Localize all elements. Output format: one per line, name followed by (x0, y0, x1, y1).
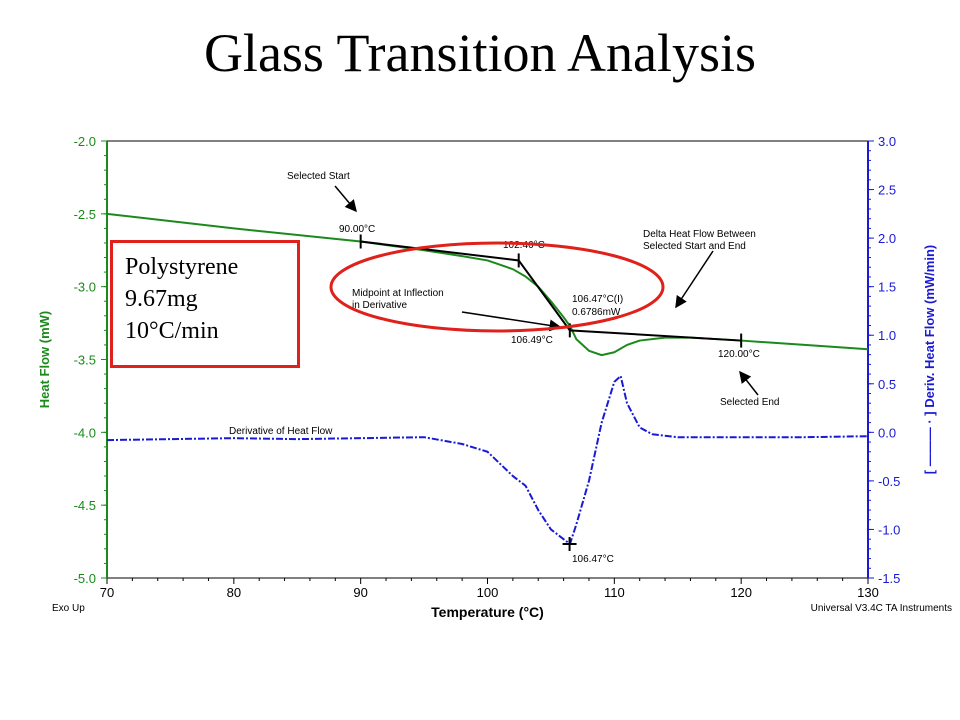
y-left-tick-label: -2.5 (74, 207, 96, 222)
midpoint-label-line1: Midpoint at Inflection (352, 288, 444, 299)
inflection-temp-label: 106.47°C(I) (572, 294, 623, 305)
y-left-tick-label: -4.5 (74, 498, 96, 513)
sample-mass: 9.67mg (125, 286, 198, 312)
midpoint-label-line2: in Derivative (352, 300, 407, 311)
x-tick-label: 70 (100, 585, 114, 600)
y-right-axis-label: [ ——— · ] Deriv. Heat Flow (mW/min) (922, 245, 937, 474)
footer-instrument: Universal V3.4C TA Instruments (811, 603, 952, 614)
highlight-ellipse (329, 241, 665, 333)
tangent-construction-line (360, 240, 742, 342)
sample-name: Polystyrene (125, 254, 239, 280)
midpoint-arrow (461, 311, 562, 332)
delta-label-line1: Delta Heat Flow Between (643, 229, 756, 240)
delta-arrow (675, 250, 714, 309)
x-tick-label: 110 (604, 585, 625, 600)
derivative-line (106, 375, 869, 546)
x-tick-label: 80 (227, 585, 241, 600)
derivative-series-label: Derivative of Heat Flow (229, 426, 333, 437)
y-left-tick-label: -3.5 (74, 353, 96, 368)
y-left-axis-label: Heat Flow (mW) (37, 311, 52, 409)
mid-temp-label: 102.46°C (503, 240, 545, 251)
slide-title: Glass Transition Analysis (203, 23, 757, 83)
x-axis-label: Temperature (°C) (431, 604, 544, 620)
inflection-derivative-label: 106.49°C (511, 335, 553, 346)
selected-end-label: Selected End (720, 397, 780, 408)
y-right-tick-label: -1.5 (878, 571, 900, 586)
y-right-tick-label: 0.0 (878, 425, 896, 440)
selected-start-label: Selected Start (287, 171, 350, 182)
x-tick-label: 120 (730, 585, 752, 600)
selected-start-arrow (334, 185, 357, 213)
y-right-tick-label: -1.0 (878, 522, 900, 537)
sample-info-box: Polystyrene 9.67mg 10°C/min (110, 240, 300, 368)
y-right-tick-label: 1.5 (878, 280, 896, 295)
x-tick-label: 130 (857, 585, 879, 600)
y-left-tick-label: -4.0 (74, 425, 96, 440)
x-tick-label: 90 (353, 585, 367, 600)
y-left-tick-label: -3.0 (74, 280, 96, 295)
y-right-tick-label: 1.0 (878, 328, 896, 343)
end-temp-label: 120.00°C (718, 349, 760, 360)
inflection-heatflow-label: 0.6786mW (572, 307, 621, 318)
start-temp-label: 90.00°C (339, 224, 375, 235)
y-right-tick-label: 2.5 (878, 183, 896, 198)
y-right-tick-label: 3.0 (878, 134, 896, 149)
heating-rate: 10°C/min (125, 318, 219, 344)
selected-end-arrow (739, 370, 759, 396)
y-right-tick-label: 0.5 (878, 377, 896, 392)
delta-label-line2: Selected Start and End (643, 241, 746, 252)
y-right-tick-label: 2.0 (878, 231, 896, 246)
x-tick-label: 100 (477, 585, 499, 600)
footer-exo-up: Exo Up (52, 603, 85, 614)
y-left-tick-label: -2.0 (74, 134, 96, 149)
derivative-min-label: 106.47°C (572, 554, 614, 565)
y-right-tick-label: -0.5 (878, 474, 900, 489)
y-left-tick-label: -5.0 (74, 571, 96, 586)
